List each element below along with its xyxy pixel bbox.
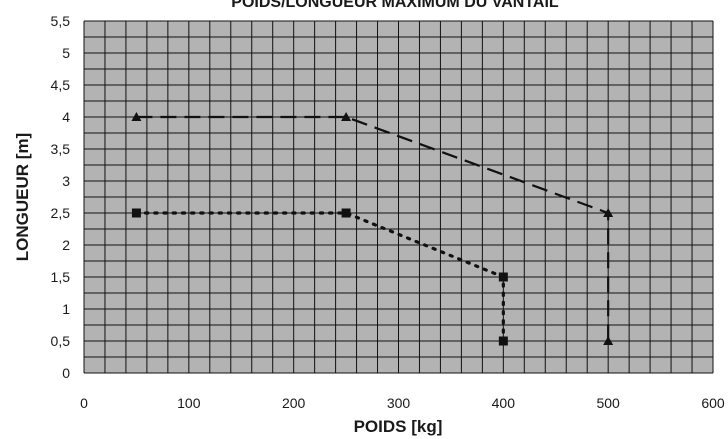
y-tick-label: 0,5: [51, 333, 71, 349]
x-tick-label: 0: [80, 395, 88, 411]
y-tick-label: 5,5: [51, 13, 71, 29]
y-tick-label: 1: [62, 301, 70, 317]
data-point-triangle: [131, 112, 142, 121]
series-markers: [131, 112, 614, 346]
y-tick-label: 2,5: [51, 205, 71, 221]
series-line-2: [134, 211, 505, 343]
data-point-triangle: [603, 208, 614, 217]
y-tick-label: 0: [62, 365, 70, 381]
y-axis-tick-labels: 0 0,5 1 1,5 2 2,5 3 3,5 4 4,5 5 5,5: [51, 13, 71, 381]
y-tick-label: 1,5: [51, 269, 71, 285]
y-tick-label: 4: [62, 109, 70, 125]
chart-title: POIDS/LONGUEUR MAXIMUM DU VANTAIL: [231, 0, 559, 11]
series-line-1: [136, 115, 610, 341]
x-tick-label: 600: [701, 395, 725, 411]
data-point-square: [131, 208, 141, 218]
y-axis-label: LONGUEUR [m]: [13, 133, 32, 261]
series-lines: [134, 115, 610, 343]
data-point-triangle: [341, 112, 352, 121]
x-tick-label: 300: [387, 395, 411, 411]
x-tick-label: 100: [177, 395, 201, 411]
y-tick-label: 5: [62, 45, 70, 61]
y-tick-label: 4,5: [51, 77, 71, 93]
x-tick-label: 500: [596, 395, 620, 411]
data-point-square: [498, 336, 508, 346]
x-axis-label: POIDS [kg]: [354, 417, 443, 436]
y-tick-label: 2: [62, 237, 70, 253]
y-tick-label: 3,5: [51, 141, 71, 157]
x-tick-label: 200: [282, 395, 306, 411]
y-tick-label: 3: [62, 173, 70, 189]
x-axis-tick-labels: 0 100 200 300 400 500 600: [80, 395, 725, 411]
data-point-square: [498, 272, 508, 282]
data-point-square: [341, 208, 351, 218]
data-point-triangle: [603, 336, 614, 345]
x-tick-label: 400: [492, 395, 516, 411]
